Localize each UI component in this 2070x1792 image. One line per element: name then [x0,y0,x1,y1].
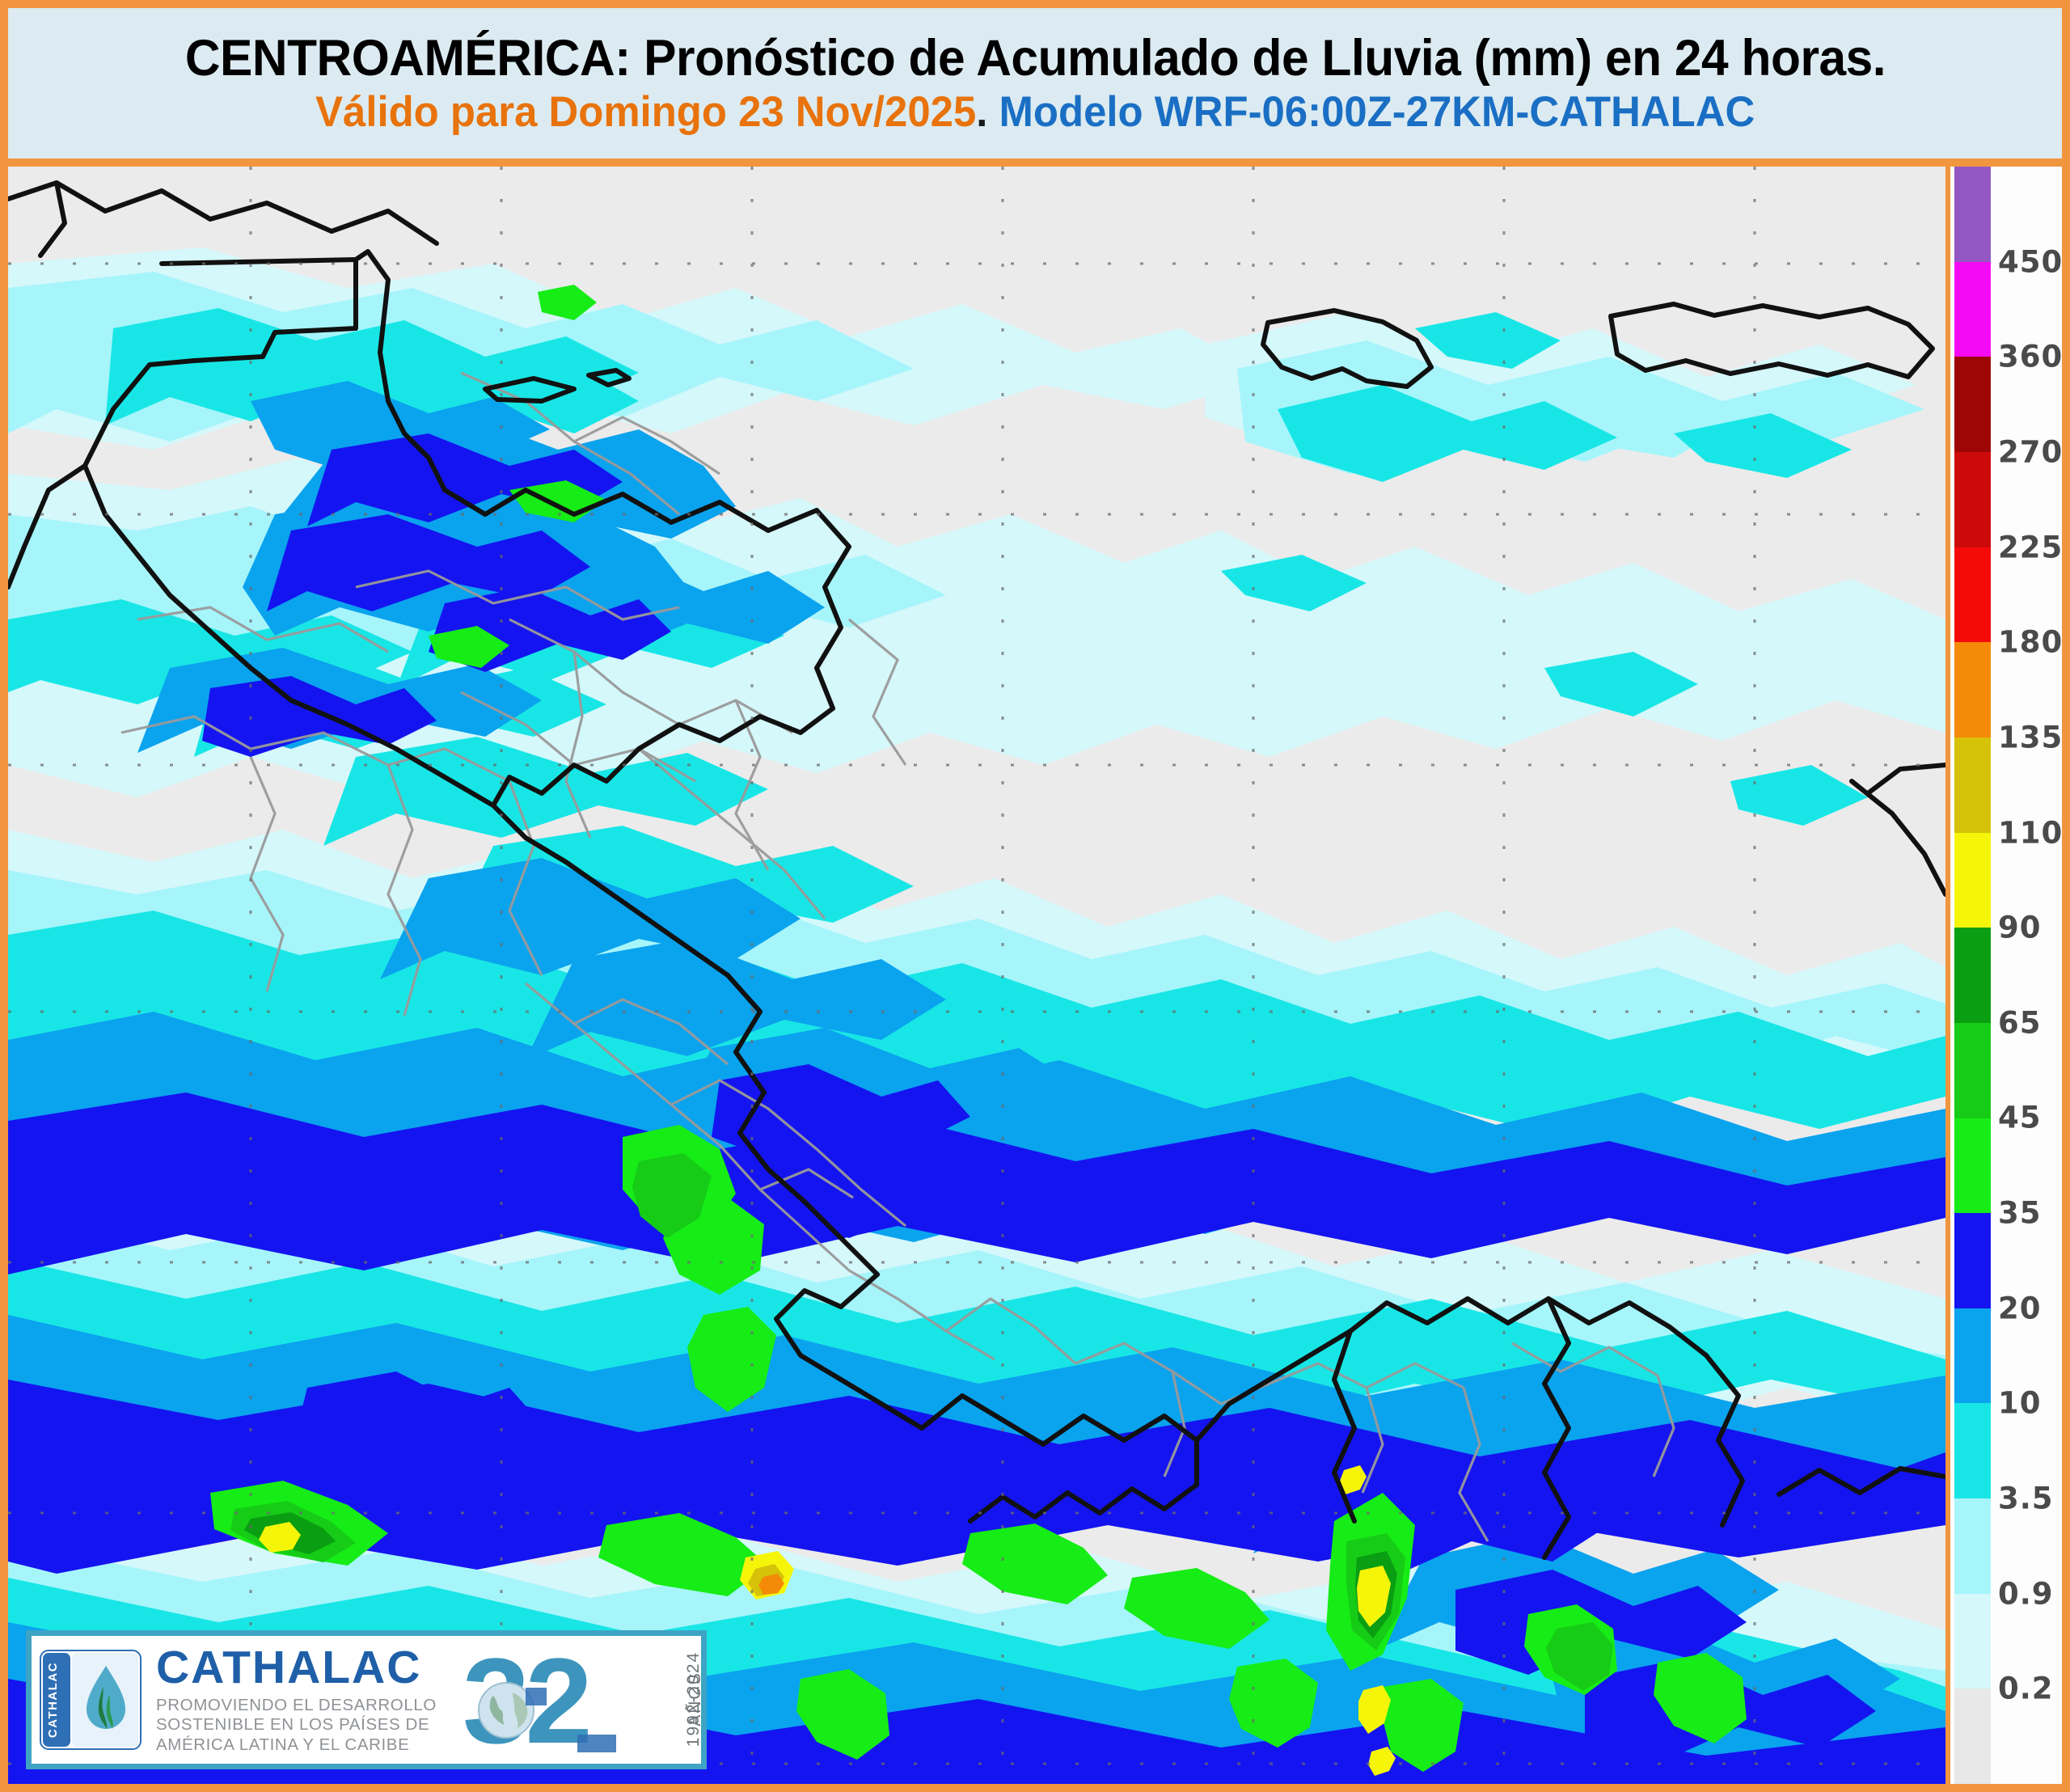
legend-band-35 [1954,1213,1991,1308]
legend-label-10: 10 [1998,1385,2042,1421]
legend-band-90 [1954,928,1991,1023]
legend-band-135 [1954,737,1991,833]
legend-label-3.5: 3.5 [1998,1481,2054,1516]
legend-label-450: 450 [1998,244,2062,280]
map-canvas[interactable] [8,167,1945,1784]
legend-band-0.2 [1954,1688,1991,1784]
country-outlines [8,180,1945,1560]
precipitation-contours [8,247,1945,1784]
tagline-line-1: PROMOVIENDO EL DESARROLLO [156,1696,437,1715]
anniversary-32-icon: 32 [456,1633,658,1769]
legend-band-360 [1954,357,1991,453]
valid-date-text: Válido para Domingo 23 Nov/2025 [315,88,977,137]
color-scale-labels: 0.2 0.9 3.5 10 20 35 45 65 90 110 135 180 225 270 360 4… [1995,167,2062,1784]
legend-label-110: 110 [1998,815,2062,851]
rainfall-map[interactable]: CATHALAC CATHALAC PROMOVIENDO EL DESARRO… [8,167,1945,1784]
lat-lon-grid [8,167,1945,1784]
legend-band-225 [1954,547,1991,643]
cathalac-logo: CATHALAC CATHALAC PROMOVIENDO EL DESARRO… [26,1630,707,1769]
subtitle-line: Válido para Domingo 23 Nov/2025. Modelo … [315,90,1755,135]
subtitle-separator: . [976,88,988,137]
cathalac-name: CATHALAC [156,1642,422,1694]
legend-band-110 [1954,832,1991,928]
legend-band-top [1954,167,1991,262]
legend-panel: 0.2 0.9 3.5 10 20 35 45 65 90 110 135 180 225 270 360 4… [1950,167,2062,1784]
legend-band-3.5 [1954,1498,1991,1594]
header-banner: CENTROAMÉRICA: Pronóstico de Acumulado d… [8,8,2062,158]
anniversary-years-block: AÑOS 1992-2024 [673,1639,716,1760]
legend-label-45: 45 [1998,1100,2042,1135]
legend-label-270: 270 [1998,434,2062,470]
legend-band-450 [1954,261,1991,357]
legend-label-135: 135 [1998,720,2062,755]
legend-label-35: 35 [1998,1195,2042,1231]
legend-label-90: 90 [1998,910,2042,945]
tagline-line-2: SOSTENIBLE EN LOS PAÍSES DE [156,1715,430,1735]
legend-band-45 [1954,1118,1991,1214]
cathalac-tagline: PROMOVIENDO EL DESARROLLO SOSTENIBLE EN … [156,1696,437,1755]
cathalac-wordmark: CATHALAC PROMOVIENDO EL DESARROLLO SOSTE… [156,1645,437,1755]
legend-band-270 [1954,452,1991,547]
legend-label-65: 65 [1998,1005,2042,1041]
cathalac-drop-icon: CATHALAC [40,1650,142,1750]
legend-band-65 [1954,1022,1991,1118]
anniversary-years: 1992-2024 [683,1650,703,1748]
legend-label-0.2: 0.2 [1998,1671,2054,1706]
legend-band-10 [1954,1403,1991,1499]
legend-label-20: 20 [1998,1291,2042,1326]
color-scale-bar [1954,167,1991,1784]
legend-label-180: 180 [1998,624,2062,660]
page-title: CENTROAMÉRICA: Pronóstico de Acumulado d… [184,30,1886,87]
svg-text:CATHALAC: CATHALAC [46,1662,60,1738]
tagline-line-3: AMÉRICA LATINA Y EL CARIBE [156,1735,410,1754]
model-text: Modelo WRF-06:00Z-27KM-CATHALAC [999,88,1755,137]
legend-band-0.9 [1954,1593,1991,1689]
legend-band-180 [1954,642,1991,738]
legend-label-360: 360 [1998,339,2062,374]
legend-label-0.9: 0.9 [1998,1576,2054,1612]
legend-label-225: 225 [1998,530,2062,565]
legend-band-20 [1954,1308,1991,1404]
